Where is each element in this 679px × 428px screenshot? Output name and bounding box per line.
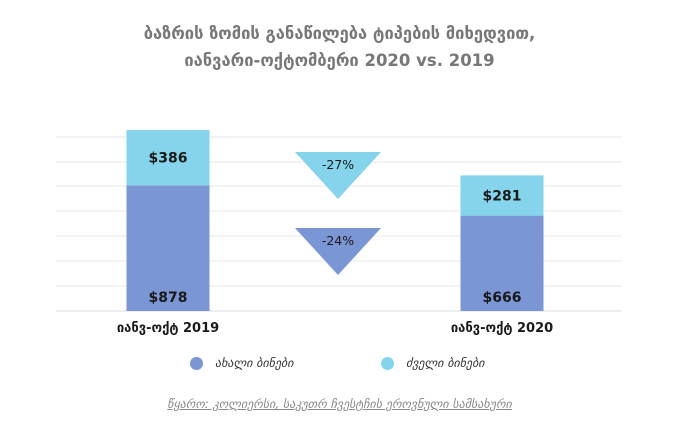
legend-swatch-new: [190, 356, 203, 370]
data-label-new-1: $666: [483, 290, 522, 306]
chart-title-line1: ბაზრის ზომის განაწილება ტიპების მიხედვით…: [143, 24, 536, 43]
source-note: წყარო: კოლიერსი, საკუთრ ჩვესტჩის ეროვნულ…: [167, 397, 512, 411]
chart-title: ბაზრის ზომის განაწილება ტიპების მიხედვით…: [0, 20, 679, 74]
bar-new-0: [126, 185, 210, 311]
legend-item-old: ძველი ბინები: [381, 356, 485, 370]
data-label-old-1: $281: [483, 189, 522, 205]
change-indicator-1: [295, 228, 381, 275]
change-label-1: -24%: [322, 233, 354, 248]
data-label-old-0: $386: [149, 151, 188, 167]
stacked-bar-chart: $878 $386 იანვ-ოქტ 2019 $666 $281 იანვ-ოქტ 20…: [56, 130, 622, 336]
change-indicator-0: [295, 152, 381, 199]
legend-swatch-old: [381, 356, 394, 370]
legend-item-new: ახალი ბინები: [190, 356, 293, 370]
bar-old-1: [460, 175, 544, 216]
bar-old-0: [126, 130, 210, 186]
legend-label-old: ძველი ბინები: [406, 356, 485, 370]
change-label-0: -27%: [322, 157, 354, 172]
legend: ახალი ბინები ძველი ბინები: [0, 356, 679, 380]
chart-title-line2: იანვარი-ოქტომბერი 2020 vs. 2019: [184, 51, 495, 70]
legend-label-new: ახალი ბინები: [215, 356, 294, 370]
bar-new-1: [460, 215, 544, 311]
data-label-new-0: $878: [149, 290, 188, 306]
category-label-0: იანვ-ოქტ 2019: [117, 321, 219, 336]
category-label-1: იანვ-ოქტ 2020: [451, 321, 553, 336]
